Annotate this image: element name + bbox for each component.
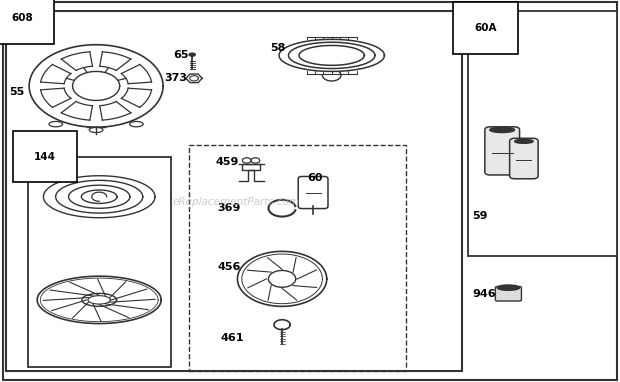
Ellipse shape xyxy=(490,127,515,133)
Text: 60A: 60A xyxy=(474,23,497,33)
Ellipse shape xyxy=(497,285,520,290)
Text: eReplacementParts.com: eReplacementParts.com xyxy=(172,197,299,207)
FancyBboxPatch shape xyxy=(3,2,617,380)
Text: 59: 59 xyxy=(472,211,488,221)
Text: 65: 65 xyxy=(174,50,189,60)
Text: 946: 946 xyxy=(472,289,496,299)
Text: 461: 461 xyxy=(220,333,244,343)
FancyBboxPatch shape xyxy=(28,157,171,367)
FancyBboxPatch shape xyxy=(485,127,520,175)
Text: 144: 144 xyxy=(34,152,56,162)
Text: 60: 60 xyxy=(307,173,322,183)
Text: 369: 369 xyxy=(217,203,241,213)
Text: 55: 55 xyxy=(9,87,25,97)
Text: 58: 58 xyxy=(270,43,285,53)
FancyBboxPatch shape xyxy=(468,11,617,256)
Text: 456: 456 xyxy=(217,262,241,272)
FancyBboxPatch shape xyxy=(510,138,538,179)
FancyBboxPatch shape xyxy=(6,11,462,371)
Ellipse shape xyxy=(515,139,533,143)
Text: 459: 459 xyxy=(216,157,239,167)
Ellipse shape xyxy=(189,53,195,56)
Text: 373: 373 xyxy=(164,73,187,83)
FancyBboxPatch shape xyxy=(298,176,328,209)
FancyBboxPatch shape xyxy=(495,286,521,301)
Text: 608: 608 xyxy=(11,13,33,23)
